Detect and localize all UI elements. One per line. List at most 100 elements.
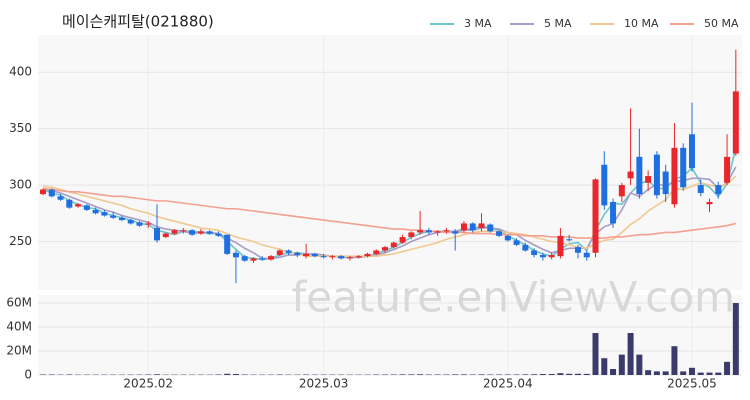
x-tick-label: 2025.04 [483,377,533,391]
candle-body [425,230,432,233]
candle-body [601,164,608,206]
x-tick-label: 2025.03 [299,377,349,391]
volume-bar [671,346,678,375]
candle-body [636,156,643,195]
candle-body [522,244,529,251]
candle-body [268,256,275,260]
candle-body [434,231,441,233]
price-panel [38,35,742,290]
legend-label: 3 MA [464,17,492,30]
candle-body [539,255,546,258]
candle-body [171,230,178,234]
y-tick-label: 40M [6,320,32,334]
candle-body [583,252,590,258]
candle-body [75,204,82,207]
candle-body [136,222,143,226]
candle-body [724,156,731,183]
x-tick-label: 2025.02 [123,377,173,391]
candle-body [548,255,555,258]
candle-body [355,256,362,258]
volume-bar [539,374,546,375]
candle-body [162,233,169,237]
candle-body [232,252,239,258]
volume-bar [417,374,424,375]
candle-body [627,171,634,179]
candle-body [241,256,248,261]
candle-body [215,233,222,236]
volume-bar [732,303,739,375]
candle-body [276,250,283,256]
volume-bar [724,361,731,375]
candle-body [92,209,99,214]
candle-body [303,253,310,257]
legend-label: 10 MA [624,17,659,30]
candle-body [557,235,564,257]
volume-bar [574,373,581,375]
candle-body [66,199,73,208]
candle-body [706,201,713,205]
volume-bar [662,371,669,375]
candle-body [40,189,46,195]
y-tick-label: 350 [9,121,32,135]
volume-bar [548,374,555,375]
candle-body [145,223,152,225]
volume-bar [452,374,459,375]
volume-bar [583,373,590,375]
candle-body [443,230,450,232]
volume-bar [610,369,617,375]
volume-bar [636,354,643,375]
ma-line [42,187,737,239]
candle-body [180,230,187,232]
volume-bar [154,374,161,375]
watermark: feature.enViewV.com [292,273,735,322]
volume-bar [557,373,564,375]
candle-body [197,231,204,234]
candle-body [487,224,494,232]
candle-body [697,185,704,193]
candle-body [653,154,660,196]
y-tick-label: 250 [9,234,32,248]
x-tick-label: 2025.05 [667,377,717,391]
volume-bar [531,374,538,375]
candle-body [206,231,213,234]
candle-body [110,215,117,218]
ma-line [42,166,737,260]
candle-body [189,230,196,235]
y-tick-label: 60M [6,296,32,310]
candle-body [259,258,266,260]
candle-body [645,176,652,183]
candle-body [566,239,573,241]
y-tick-label: 300 [9,178,32,192]
y-tick-label: 400 [9,65,32,79]
volume-bar [408,374,415,375]
candle-body [452,231,459,234]
legend-label: 5 MA [544,17,572,30]
volume-bar [618,354,625,375]
candle-body [57,196,64,200]
volume-bar [627,333,634,375]
candle-body [662,171,669,195]
volume-bar [224,373,231,375]
candle-body [250,258,257,261]
candle-body [680,147,687,188]
candle-body [531,250,538,256]
candle-body [469,223,476,231]
candle-body [513,240,520,245]
candle-body [460,223,467,231]
legend-label: 50 MA [704,17,739,30]
ma-line [42,175,737,257]
candle-body [320,256,327,258]
candle-body [382,247,389,251]
candle-body [329,256,336,258]
candle-body [83,205,90,210]
volume-bar [697,372,704,375]
candle-body [417,230,424,233]
volume-bar [460,374,467,375]
candle-body [285,250,292,253]
candle-body [154,227,161,241]
volume-bar [715,372,722,375]
volume-bar [478,374,485,375]
candle-body [574,247,581,253]
candle-body [478,223,485,228]
volume-bar [232,374,239,375]
